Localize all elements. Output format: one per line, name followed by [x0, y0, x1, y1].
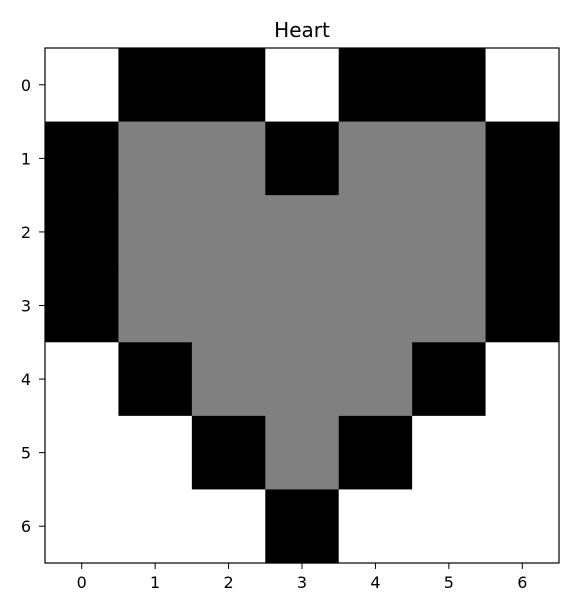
heatmap-cell-r2-c4 — [338, 195, 413, 270]
heatmap-cell-r5-c2 — [191, 415, 266, 491]
heatmap-cell-r3-c6 — [485, 268, 560, 343]
heatmap-cell-r3-c5 — [412, 268, 487, 343]
heatmap-cell-r0-c1 — [118, 48, 193, 123]
heatmap-cell-r5-c5 — [412, 415, 487, 491]
heatmap-cell-r2-c2 — [191, 195, 266, 270]
heatmap-cell-r4-c1 — [118, 342, 193, 417]
heatmap-cell-r2-c1 — [118, 195, 193, 270]
heatmap-cell-r3-c4 — [338, 268, 413, 343]
heatmap-cell-r5-c6 — [485, 415, 560, 491]
heatmap-cell-r3-c3 — [265, 268, 340, 343]
x-tick-label-6: 6 — [517, 573, 527, 592]
heatmap-cell-r6-c5 — [412, 489, 487, 564]
heatmap-cell-r1-c6 — [485, 121, 560, 196]
heatmap-cell-r5-c3 — [265, 415, 340, 491]
heatmap-cell-r4-c3 — [265, 342, 340, 417]
heatmap-cell-r1-c2 — [191, 121, 266, 196]
heatmap-cell-r1-c5 — [412, 121, 487, 196]
y-tick-label-5: 5 — [21, 444, 31, 463]
y-tick-label-3: 3 — [21, 297, 31, 316]
heatmap-cell-r4-c4 — [338, 342, 413, 417]
heatmap-cell-r5-c0 — [45, 415, 120, 491]
x-tick-label-4: 4 — [370, 573, 380, 592]
heatmap-cell-r1-c3 — [265, 121, 340, 196]
heatmap-cell-r5-c1 — [118, 415, 193, 491]
heatmap-cell-r3-c1 — [118, 268, 193, 343]
heatmap-cell-r6-c0 — [45, 489, 120, 564]
heatmap-cell-r4-c2 — [191, 342, 266, 417]
y-tick-label-4: 4 — [21, 370, 31, 389]
heatmap-cell-r2-c0 — [45, 195, 120, 270]
heatmap-cell-r0-c5 — [412, 48, 487, 123]
x-tick-label-1: 1 — [150, 573, 160, 592]
heatmap-cell-r2-c5 — [412, 195, 487, 270]
heatmap-cell-r4-c6 — [485, 342, 560, 417]
y-tick-label-1: 1 — [21, 149, 31, 168]
heatmap-cell-r5-c4 — [338, 415, 413, 491]
x-tick-label-3: 3 — [297, 573, 307, 592]
heatmap-cell-r2-c6 — [485, 195, 560, 270]
heatmap-cell-r0-c0 — [45, 48, 120, 123]
heatmap-cell-r4-c5 — [412, 342, 487, 417]
y-tick-label-6: 6 — [21, 517, 31, 536]
heatmap-cell-r1-c0 — [45, 121, 120, 196]
heatmap-cells — [45, 48, 560, 564]
y-axis: 0 1 2 3 4 5 6 — [21, 76, 45, 536]
heatmap-cell-r6-c6 — [485, 489, 560, 564]
x-axis: 0 1 2 3 4 5 6 — [77, 563, 527, 592]
heatmap-cell-r3-c0 — [45, 268, 120, 343]
y-tick-label-0: 0 — [21, 76, 31, 95]
x-tick-label-0: 0 — [77, 573, 87, 592]
x-tick-label-2: 2 — [223, 573, 233, 592]
heatmap-cell-r6-c3 — [265, 489, 340, 564]
heatmap-cell-r1-c4 — [338, 121, 413, 196]
x-tick-label-5: 5 — [444, 573, 454, 592]
heatmap-cell-r4-c0 — [45, 342, 120, 417]
heatmap-cell-r1-c1 — [118, 121, 193, 196]
heatmap-cell-r6-c4 — [338, 489, 413, 564]
heatmap-cell-r0-c4 — [338, 48, 413, 123]
heatmap-cell-r2-c3 — [265, 195, 340, 270]
heatmap-cell-r0-c2 — [191, 48, 266, 123]
heatmap-cell-r0-c3 — [265, 48, 340, 123]
heatmap-cell-r6-c2 — [191, 489, 266, 564]
heatmap-cell-r6-c1 — [118, 489, 193, 564]
y-tick-label-2: 2 — [21, 223, 31, 242]
heatmap-cell-r3-c2 — [191, 268, 266, 343]
chart-title: Heart — [274, 18, 330, 42]
heatmap-cell-r0-c6 — [485, 48, 560, 123]
